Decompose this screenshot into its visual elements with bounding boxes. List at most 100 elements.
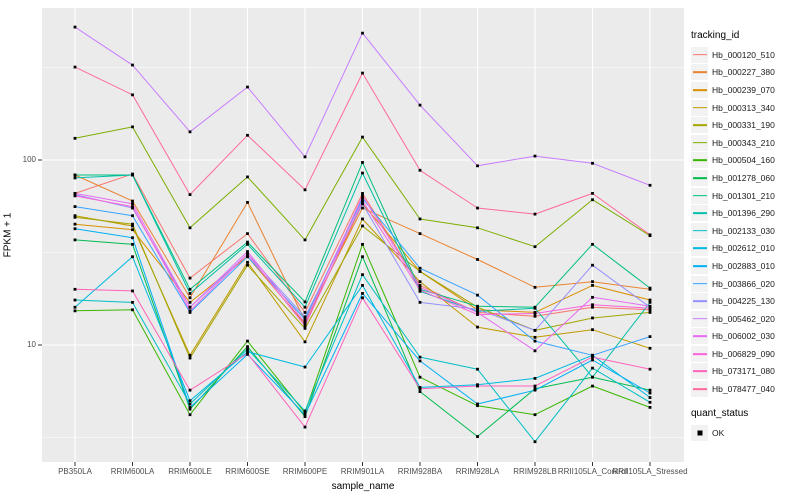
data-point-Hb_000343_210 [361,135,364,139]
data-point-Hb_006829_090 [533,312,537,315]
legend-key-line-icon [691,187,708,204]
y-tick-label: 10 [27,340,36,349]
data-point-Hb_003866_020 [591,353,594,357]
data-point-Hb_000504_160 [131,308,134,312]
data-point-Hb_001396_290 [131,173,134,177]
x-tick-label-RRII105LA_Stressed: RRII105LA_Stressed [612,467,688,476]
legend-item-label: Hb_004225_130 [712,296,775,307]
data-point-Hb_000504_160 [476,404,479,408]
data-point-Hb_001396_290 [246,242,249,246]
data-point-Hb_073171_080 [73,287,77,291]
data-point-Hb_002133_030 [131,300,134,304]
data-point-Hb_000331_190 [131,222,134,226]
data-point-Hb_006002_030 [246,250,249,253]
data-point-Hb_002133_030 [648,400,652,404]
data-point-Hb_001278_060 [131,242,134,246]
data-point-Hb_000239_070 [73,222,77,226]
legend-item-Hb_000120_510: Hb_000120_510 [691,46,799,64]
data-point-Hb_002612_010 [303,365,307,369]
legend-key-line-icon [691,381,708,398]
data-point-Hb_002883_010 [361,292,364,295]
legend-item-Hb_000313_340: Hb_000313_340 [691,99,799,117]
legend-key-line-icon [691,222,708,239]
legend-item-label: Hb_000313_340 [712,102,775,113]
data-point-Hb_000227_380 [188,296,192,300]
data-point-Hb_003866_020 [648,335,652,339]
data-point-Hb_002883_010 [591,358,594,362]
data-point-Hb_006002_030 [73,191,77,195]
data-point-Hb_001396_290 [591,375,594,379]
x-tick-label-RRII105LA_Control: RRII105LA_Control [557,467,628,476]
data-point-Hb_000331_190 [303,326,307,330]
data-point-Hb_006002_030 [361,194,364,198]
data-point-Hb_000504_160 [73,309,77,313]
data-point-Hb_005462_020 [361,31,364,35]
data-point-Hb_000504_160 [533,413,537,417]
data-point-Hb_000227_380 [246,200,249,204]
legend-item-Hb_006829_090: Hb_006829_090 [691,345,799,363]
legend-key-line-icon [691,117,708,134]
data-point-Hb_006002_030 [533,349,537,353]
data-point-Hb_005462_020 [648,183,652,187]
legend-key-line-icon [691,169,708,186]
data-point-Hb_001396_290 [361,171,364,175]
data-point-Hb_002133_030 [73,298,77,302]
data-point-Hb_001396_290 [648,300,652,304]
legend-title-quant-status: quant_status [691,407,749,419]
legend-item-label: Hb_002133_030 [712,225,775,236]
data-point-Hb_002883_010 [648,391,652,395]
data-point-Hb_000120_510 [303,311,307,314]
legend-item-label: Hb_073171_080 [712,366,775,377]
data-point-Hb_000313_340 [131,224,134,228]
data-point-Hb_000120_510 [648,308,652,312]
legend-item-label: Hb_000239_070 [712,84,775,95]
legend-quant-status: quant_status OK [691,408,799,442]
data-point-Hb_073171_080 [418,387,422,391]
legend-item-label: Hb_002883_010 [712,260,775,271]
legend-item-label: Hb_000331_190 [712,120,775,131]
x-tick-label-RRIM928LA: RRIM928LA [455,467,500,476]
data-point-Hb_005462_020 [131,63,134,67]
data-point-Hb_006002_030 [418,285,422,289]
data-point-Hb_000120_510 [246,232,249,236]
legend-key-line-icon [691,134,708,151]
legend-item-label: Hb_001301_210 [712,190,775,201]
data-point-Hb_002612_010 [188,399,192,403]
data-point-Hb_003866_020 [303,317,307,321]
x-tick-label-PB350LA: PB350LA [58,467,92,476]
data-point-Hb_078477_040 [131,93,134,97]
x-tick-label-RRIM901LA: RRIM901LA [340,467,385,476]
data-point-Hb_006002_030 [303,321,307,325]
data-point-Hb_002133_030 [303,409,307,413]
data-point-Hb_002612_010 [73,305,77,309]
legend-item-Hb_002612_010: Hb_002612_010 [691,240,799,258]
legend-key-line-icon [691,205,708,222]
legend-item-label: Hb_000227_380 [712,67,775,78]
legend-key-line-icon [691,81,708,98]
data-point-Hb_001301_210 [303,300,307,304]
x-tick-label-RRIM928LB: RRIM928LB [513,467,557,476]
data-point-Hb_001301_210 [188,287,192,291]
data-point-Hb_000343_210 [533,245,537,249]
data-point-Hb_000313_340 [648,346,652,350]
data-point-Hb_005462_020 [533,154,537,158]
data-point-Hb_000343_210 [418,217,422,221]
data-point-Hb_003866_020 [131,214,134,218]
legend-item-label: Hb_006829_090 [712,348,775,359]
legend-item-Hb_003866_020: Hb_003866_020 [691,275,799,293]
legend-item-Hb_005462_020: Hb_005462_020 [691,310,799,328]
data-point-Hb_073171_080 [131,289,134,293]
legend-shape-items: OK [691,424,799,442]
data-point-Hb_006002_030 [591,295,594,299]
data-point-Hb_000227_380 [418,232,422,236]
legend-key-line-icon [691,293,708,310]
x-axis-title: sample_name [331,481,395,492]
data-point-Hb_000313_340 [533,335,537,339]
legend-item-Hb_001278_060: Hb_001278_060 [691,169,799,187]
data-point-Hb_001396_290 [73,176,77,180]
legend-key-line-icon [691,257,708,274]
black-square-marker-icon [691,424,708,441]
data-point-Hb_001396_290 [188,292,192,295]
data-point-Hb_078477_040 [533,212,537,216]
